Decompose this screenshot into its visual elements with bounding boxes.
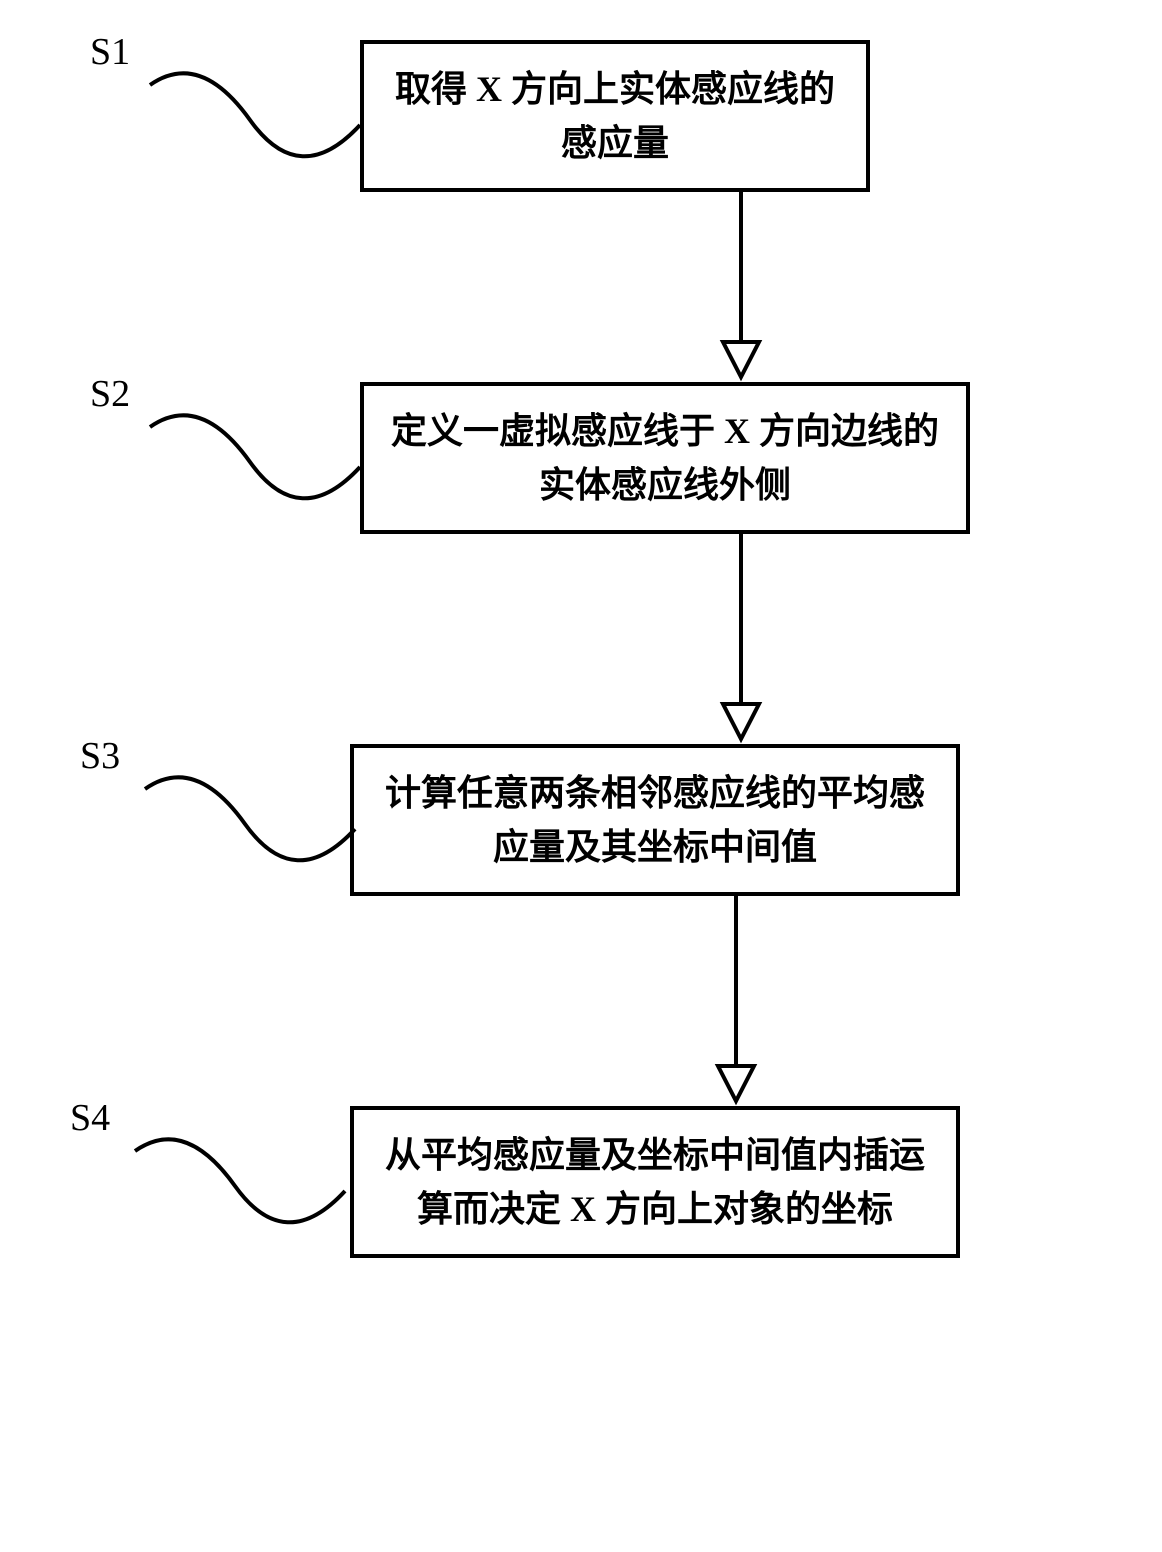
- wave-connector-s4: [125, 1136, 355, 1256]
- flow-box-s4: 从平均感应量及坐标中间值内插运算而决定 X 方向上对象的坐标: [350, 1106, 960, 1258]
- wave-connector-s3: [135, 774, 365, 894]
- step-label-s1: S1: [90, 30, 130, 74]
- flowchart-container: S1 取得 X 方向上实体感应线的感应量 S2 定义一虚拟感应线于 X 方向边线…: [40, 40, 1122, 1258]
- step-row-s3: S3 计算任意两条相邻感应线的平均感应量及其坐标中间值: [40, 744, 1122, 896]
- arrow-s1-s2: [486, 192, 996, 382]
- step-label-s3: S3: [80, 734, 120, 778]
- step-label-s2: S2: [90, 372, 130, 416]
- flow-box-s1: 取得 X 方向上实体感应线的感应量: [360, 40, 870, 192]
- step-row-s4: S4 从平均感应量及坐标中间值内插运算而决定 X 方向上对象的坐标: [40, 1106, 1122, 1258]
- arrow-s2-s3: [436, 534, 1046, 744]
- step-row-s2: S2 定义一虚拟感应线于 X 方向边线的实体感应线外侧: [40, 382, 1122, 534]
- step-label-s4: S4: [70, 1096, 110, 1140]
- step-row-s1: S1 取得 X 方向上实体感应线的感应量: [40, 40, 1122, 192]
- wave-connector-s2: [140, 412, 370, 532]
- flow-box-s2: 定义一虚拟感应线于 X 方向边线的实体感应线外侧: [360, 382, 970, 534]
- flow-box-s3: 计算任意两条相邻感应线的平均感应量及其坐标中间值: [350, 744, 960, 896]
- arrow-s3-s4: [431, 896, 1041, 1106]
- wave-connector-s1: [140, 70, 370, 190]
